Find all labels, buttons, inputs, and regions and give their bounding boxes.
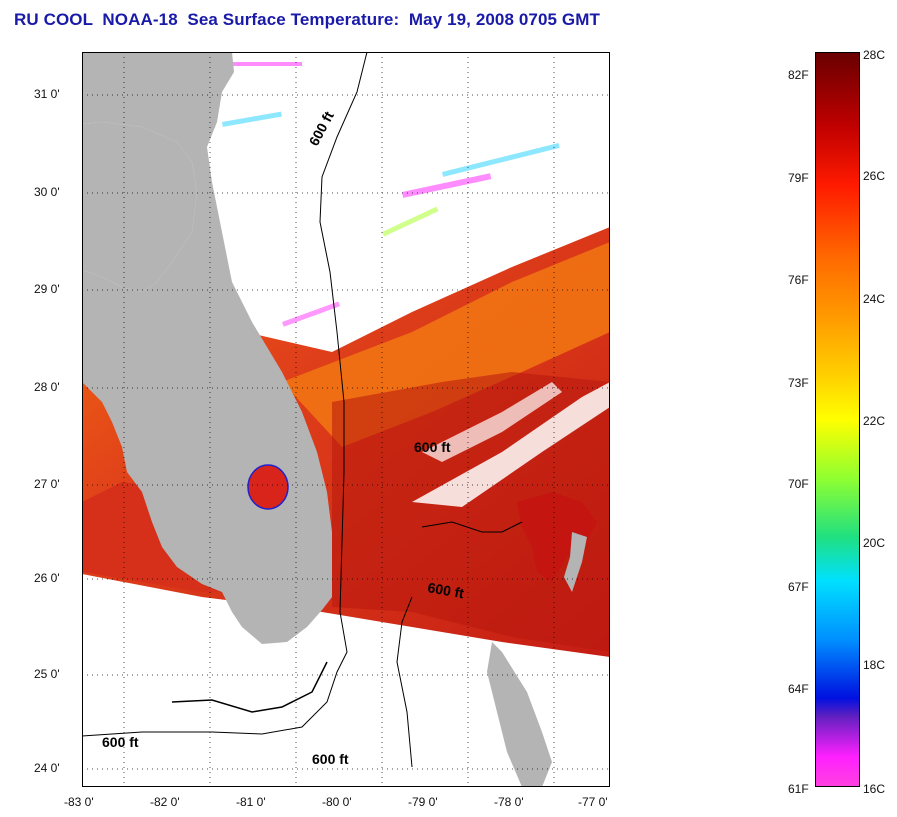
cooler-water-band	[282, 242, 610, 447]
cloud-streak-2	[422, 382, 562, 462]
colorbar-f-label: 76F	[788, 273, 809, 287]
isobath-contours	[82, 52, 523, 768]
sst-map: 600 ft 600 ft 600 ft 600 ft 600 ft	[82, 52, 610, 787]
contour-label: 600 ft	[312, 751, 349, 767]
colorbar-c-label: 16C	[863, 782, 886, 796]
colorbar-c-label: 24C	[863, 292, 886, 306]
lon-tick-label: -81 0'	[236, 795, 266, 809]
graticule	[82, 52, 610, 787]
contour-label: 600 ft	[414, 439, 451, 455]
colorbar-f-label: 79F	[788, 171, 809, 185]
lat-tick-label: 24 0'	[34, 761, 60, 775]
florida-keys	[171, 661, 328, 713]
lat-tick-label: 25 0'	[34, 667, 60, 681]
cloud-streak	[412, 382, 610, 507]
lon-tick-label: -83 0'	[64, 795, 94, 809]
map-title: RU COOL NOAA-18 Sea Surface Temperature:…	[14, 10, 600, 29]
grand-bahama-land	[564, 532, 587, 592]
bahamas-andros	[487, 642, 552, 787]
lon-tick-label: -80 0'	[322, 795, 352, 809]
lon-tick-label: -82 0'	[150, 795, 180, 809]
lake-okeechobee	[247, 464, 289, 510]
colorbar-f-label: 64F	[788, 682, 809, 696]
grand-bahama	[517, 492, 597, 582]
lat-tick-label: 29 0'	[34, 282, 60, 296]
colorbar-f-label: 82F	[788, 68, 809, 82]
colorbar-f-label: 61F	[788, 782, 809, 796]
lat-tick-label: 30 0'	[34, 185, 60, 199]
lat-tick-label: 28 0'	[34, 380, 60, 394]
lat-tick-label: 26 0'	[34, 571, 60, 585]
lat-tick-label: 31 0'	[34, 87, 60, 101]
lon-tick-label: -77 0'	[578, 795, 608, 809]
gulf-coast-land	[82, 122, 197, 292]
colorbar-c-label: 26C	[863, 169, 886, 183]
colorbar-c-label: 20C	[863, 536, 886, 550]
colorbar-c-label: 28C	[863, 48, 886, 62]
colorbar-c-label: 18C	[863, 658, 886, 672]
cloud-edge-speckles	[221, 62, 560, 327]
colorbar-c-label: 22C	[863, 414, 886, 428]
lon-tick-label: -78 0'	[494, 795, 524, 809]
contour-label: 600 ft	[306, 108, 337, 148]
contour-label: 600 ft	[426, 579, 465, 601]
colorbar-f-label: 67F	[788, 580, 809, 594]
lon-tick-label: -79 0'	[408, 795, 438, 809]
contour-label: 600 ft	[102, 734, 139, 750]
colorbar-f-label: 70F	[788, 477, 809, 491]
temperature-colorbar	[815, 52, 860, 787]
colorbar-f-label: 73F	[788, 376, 809, 390]
lat-tick-label: 27 0'	[34, 477, 60, 491]
